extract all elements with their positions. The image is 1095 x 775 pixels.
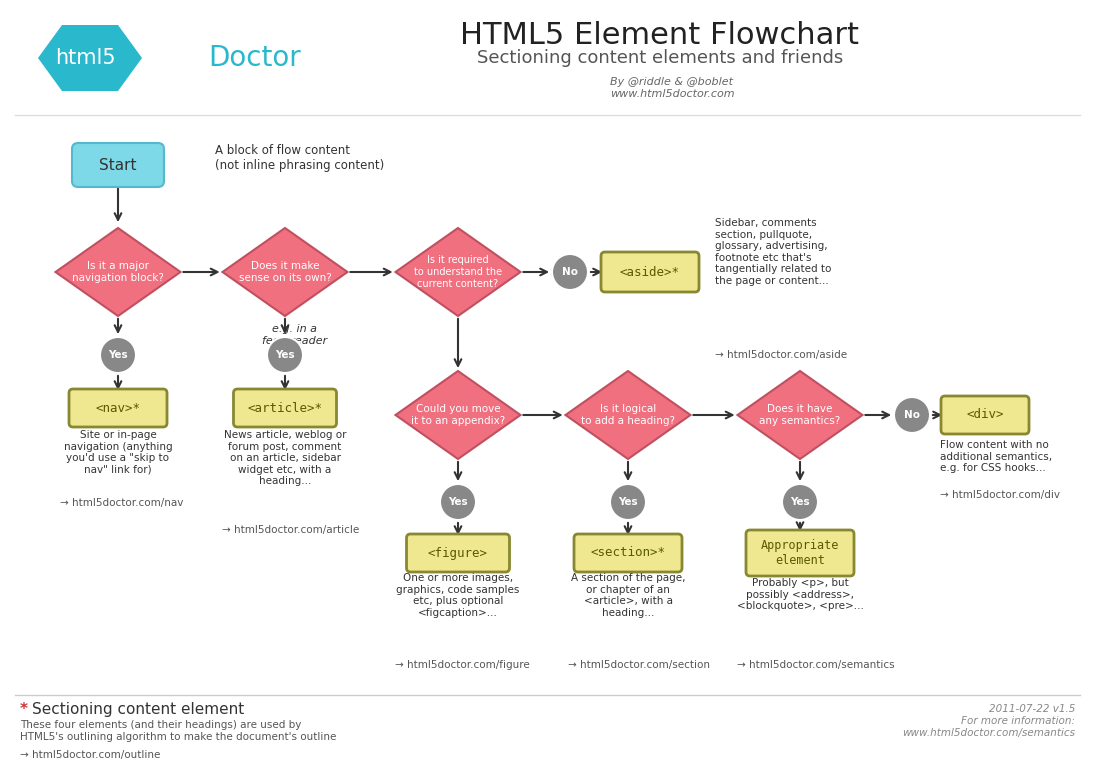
Text: Doctor: Doctor xyxy=(208,44,301,72)
Text: Is it logical
to add a heading?: Is it logical to add a heading? xyxy=(581,405,675,425)
Text: → html5doctor.com/article: → html5doctor.com/article xyxy=(222,525,359,535)
Polygon shape xyxy=(565,371,691,459)
Text: → html5doctor.com/section: → html5doctor.com/section xyxy=(568,660,710,670)
Circle shape xyxy=(100,337,136,373)
FancyBboxPatch shape xyxy=(574,534,682,572)
Text: One or more images,
graphics, code samples
etc, plus optional
<figcaption>...: One or more images, graphics, code sampl… xyxy=(396,573,520,618)
Text: <nav>*: <nav>* xyxy=(95,401,140,415)
Polygon shape xyxy=(395,371,520,459)
Text: Does it have
any semantics?: Does it have any semantics? xyxy=(759,405,841,425)
Circle shape xyxy=(267,337,303,373)
Text: → html5doctor.com/div: → html5doctor.com/div xyxy=(940,490,1060,500)
FancyBboxPatch shape xyxy=(72,143,164,187)
Text: Start: Start xyxy=(100,157,137,173)
Text: Flow content with no
additional semantics,
e.g. for CSS hooks...: Flow content with no additional semantic… xyxy=(940,440,1052,474)
Text: No: No xyxy=(904,410,920,420)
Text: Yes: Yes xyxy=(275,350,295,360)
Text: Is it required
to understand the
current content?: Is it required to understand the current… xyxy=(414,256,503,288)
Text: Sidebar, comments
section, pullquote,
glossary, advertising,
footnote etc that's: Sidebar, comments section, pullquote, gl… xyxy=(715,218,831,286)
Circle shape xyxy=(610,484,646,520)
Text: *: * xyxy=(20,702,33,717)
Text: A section of the page,
or chapter of an
<article>, with a
heading...: A section of the page, or chapter of an … xyxy=(570,573,685,618)
Text: Probably <p>, but
possibly <address>,
<blockquote>, <pre>...: Probably <p>, but possibly <address>, <b… xyxy=(737,578,864,611)
Text: News article, weblog or
forum post, comment
on an article, sidebar
widget etc, w: News article, weblog or forum post, comm… xyxy=(223,430,346,487)
Text: No: No xyxy=(562,267,578,277)
FancyBboxPatch shape xyxy=(601,252,699,292)
Text: 2011-07-22 v1.5: 2011-07-22 v1.5 xyxy=(989,704,1075,714)
Text: HTML5 Element Flowchart: HTML5 Element Flowchart xyxy=(461,20,860,50)
Polygon shape xyxy=(395,228,520,316)
Text: A block of flow content
(not inline phrasing content): A block of flow content (not inline phra… xyxy=(215,144,384,172)
Text: <section>*: <section>* xyxy=(590,546,666,560)
Text: Site or in-page
navigation (anything
you'd use a "skip to
nav" link for): Site or in-page navigation (anything you… xyxy=(64,430,172,475)
Text: → html5doctor.com/semantics: → html5doctor.com/semantics xyxy=(737,660,895,670)
FancyBboxPatch shape xyxy=(406,534,509,572)
Text: www.html5doctor.com: www.html5doctor.com xyxy=(610,89,735,99)
Text: Does it make
sense on its own?: Does it make sense on its own? xyxy=(239,261,332,283)
Circle shape xyxy=(440,484,476,520)
FancyBboxPatch shape xyxy=(746,530,854,576)
Text: <div>: <div> xyxy=(966,408,1004,422)
Text: e.g. in a
feed reader: e.g. in a feed reader xyxy=(263,324,327,346)
Text: For more information:: For more information: xyxy=(961,716,1075,726)
FancyBboxPatch shape xyxy=(941,396,1029,434)
Polygon shape xyxy=(56,228,181,316)
Text: www.html5doctor.com/semantics: www.html5doctor.com/semantics xyxy=(902,728,1075,738)
Text: Could you move
it to an appendix?: Could you move it to an appendix? xyxy=(411,405,505,425)
Text: Sectioning content element: Sectioning content element xyxy=(32,702,244,717)
Text: Yes: Yes xyxy=(619,497,637,507)
Text: By @riddle & @boblet: By @riddle & @boblet xyxy=(611,77,734,87)
Text: Appropriate
element: Appropriate element xyxy=(761,539,839,567)
Polygon shape xyxy=(222,228,347,316)
Text: <aside>*: <aside>* xyxy=(620,266,680,278)
Polygon shape xyxy=(38,25,142,91)
Text: html5: html5 xyxy=(55,48,115,68)
Text: Yes: Yes xyxy=(791,497,810,507)
Text: <article>*: <article>* xyxy=(247,401,323,415)
Text: → html5doctor.com/figure: → html5doctor.com/figure xyxy=(395,660,530,670)
Polygon shape xyxy=(738,371,863,459)
Text: → html5doctor.com/nav: → html5doctor.com/nav xyxy=(60,498,183,508)
Text: <figure>: <figure> xyxy=(428,546,488,560)
Circle shape xyxy=(782,484,818,520)
Text: Sectioning content elements and friends: Sectioning content elements and friends xyxy=(477,49,843,67)
FancyBboxPatch shape xyxy=(69,389,168,427)
Circle shape xyxy=(552,254,588,290)
Text: Yes: Yes xyxy=(448,497,468,507)
Text: Yes: Yes xyxy=(108,350,128,360)
Text: → html5doctor.com/outline: → html5doctor.com/outline xyxy=(20,750,160,760)
Text: Is it a major
navigation block?: Is it a major navigation block? xyxy=(72,261,164,283)
Text: These four elements (and their headings) are used by
HTML5's outlining algorithm: These four elements (and their headings)… xyxy=(20,720,336,742)
FancyBboxPatch shape xyxy=(233,389,336,427)
Circle shape xyxy=(894,397,930,433)
Text: → html5doctor.com/aside: → html5doctor.com/aside xyxy=(715,350,848,360)
